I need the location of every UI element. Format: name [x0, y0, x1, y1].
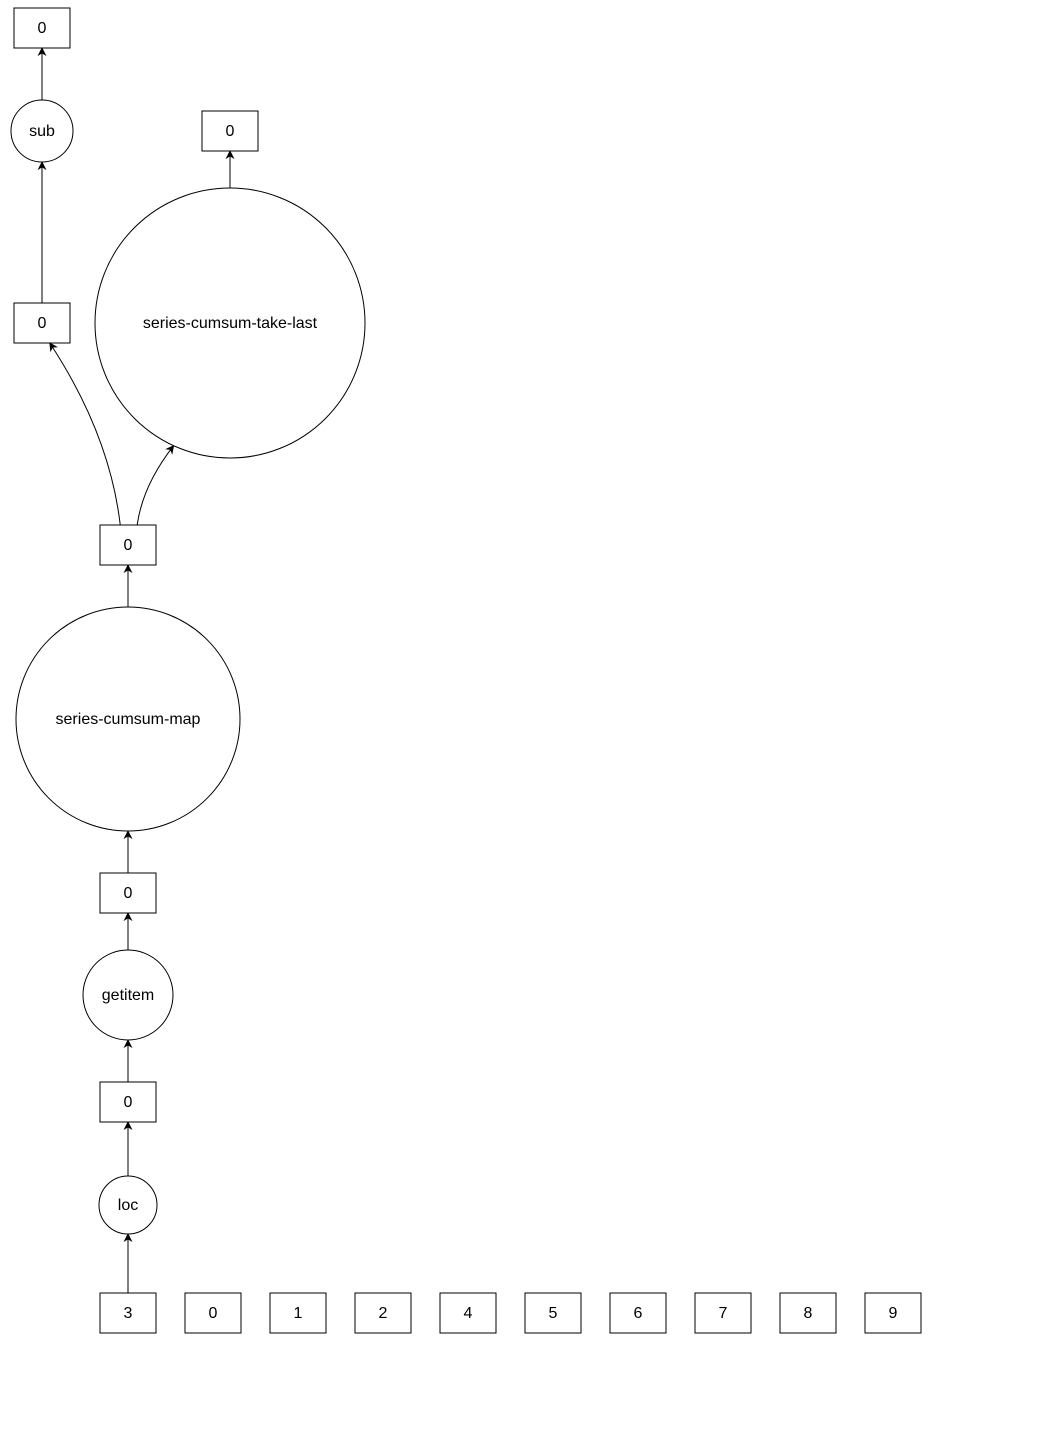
node-leaf_6: 6 [610, 1293, 666, 1333]
node-label: 0 [209, 1305, 218, 1322]
node-label: sub [29, 123, 55, 140]
node-c_sub: sub [11, 100, 73, 162]
node-leaf_9: 9 [865, 1293, 921, 1333]
node-label: 5 [549, 1305, 558, 1322]
node-leaf_0: 0 [185, 1293, 241, 1333]
node-leaf_7: 7 [695, 1293, 751, 1333]
node-label: 6 [634, 1305, 643, 1322]
node-leaf_5: 5 [525, 1293, 581, 1333]
dag-diagram: 0 sub 0 0 series-cumsum-take-last 0 series-cum… [0, 0, 1048, 1445]
node-c_map: series-cumsum-map [16, 607, 240, 831]
node-leaf_4: 4 [440, 1293, 496, 1333]
node-label: 0 [124, 537, 133, 554]
node-r_sub_0: 0 [14, 303, 70, 343]
node-label: 3 [124, 1305, 133, 1322]
node-label: 8 [804, 1305, 813, 1322]
node-r_getitem_0: 0 [100, 873, 156, 913]
node-c_getitem: getitem [83, 950, 173, 1040]
node-leaf_2: 2 [355, 1293, 411, 1333]
node-r_mid_0: 0 [100, 525, 156, 565]
node-label: 0 [226, 123, 235, 140]
node-leaf_1: 1 [270, 1293, 326, 1333]
node-label: 1 [294, 1305, 303, 1322]
node-label: getitem [102, 987, 154, 1004]
node-leaf_8: 8 [780, 1293, 836, 1333]
node-r_top_0: 0 [14, 8, 70, 48]
node-r_take_0: 0 [202, 111, 258, 151]
node-label: 0 [124, 1094, 133, 1111]
node-label: 4 [464, 1305, 473, 1322]
node-label: 7 [719, 1305, 728, 1322]
node-c_take: series-cumsum-take-last [95, 188, 365, 458]
node-c_loc: loc [99, 1176, 157, 1234]
node-label: series-cumsum-map [56, 711, 201, 728]
node-label: 9 [889, 1305, 898, 1322]
node-leaf_3: 3 [100, 1293, 156, 1333]
node-label: 0 [124, 885, 133, 902]
node-label: 0 [38, 20, 47, 37]
node-label: 2 [379, 1305, 388, 1322]
node-label: series-cumsum-take-last [143, 315, 318, 332]
node-r_loc_0: 0 [100, 1082, 156, 1122]
nodes-group: 0 sub 0 0 series-cumsum-take-last 0 series-cum… [11, 8, 921, 1333]
edge [137, 446, 173, 525]
node-label: 0 [38, 315, 47, 332]
node-label: loc [118, 1197, 138, 1214]
